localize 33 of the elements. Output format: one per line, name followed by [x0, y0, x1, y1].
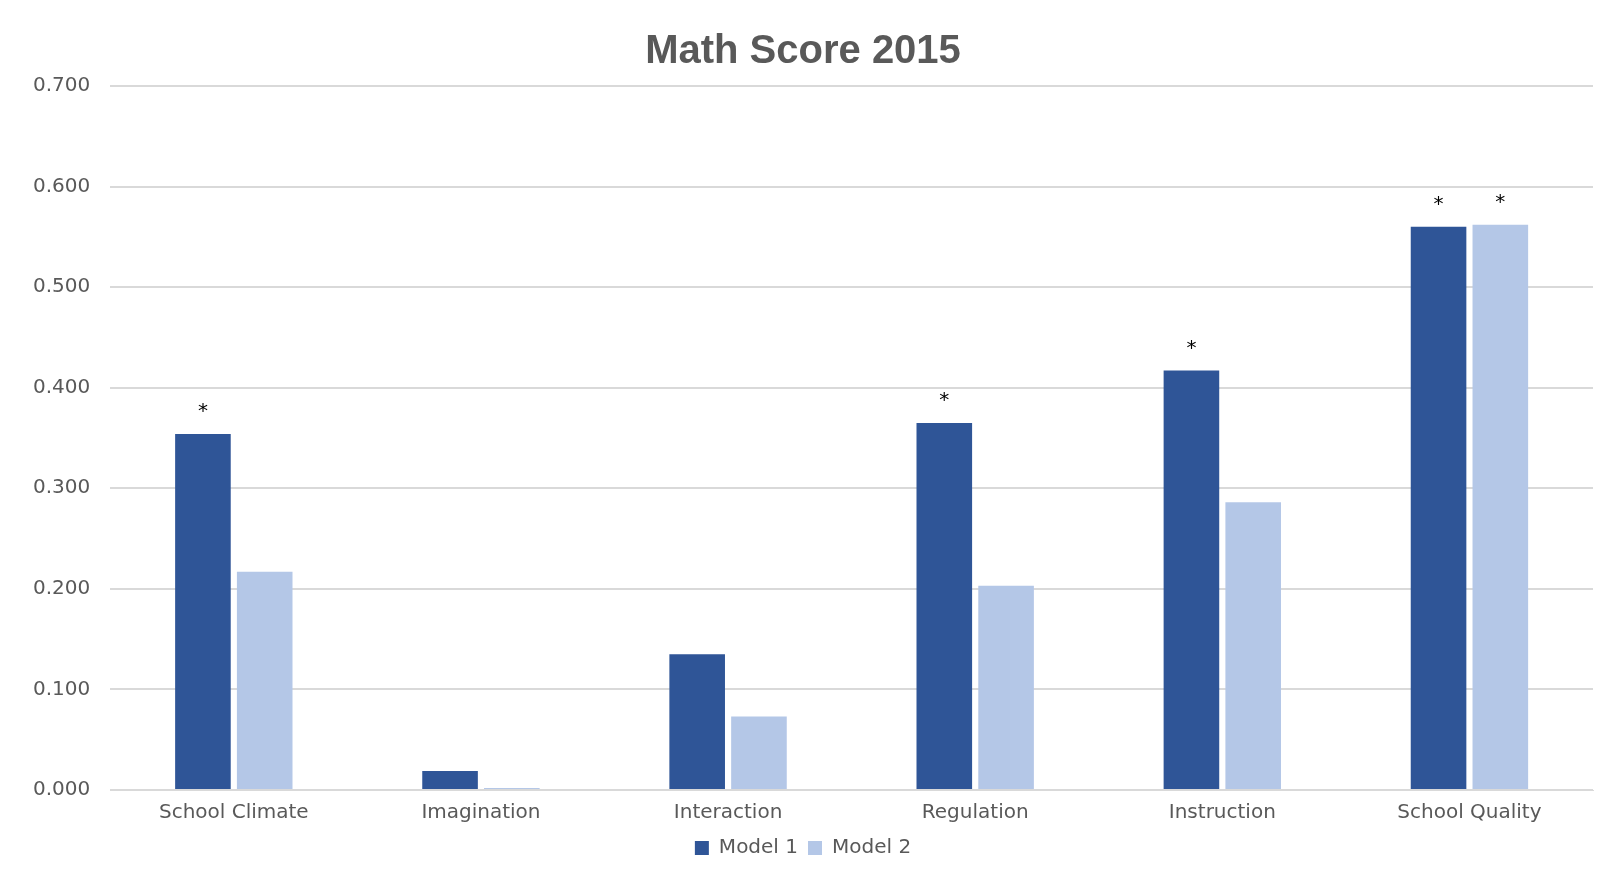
chart-title: Math Score 2015 [645, 27, 961, 72]
x-tick-label: Interaction [673, 799, 783, 824]
bar [175, 433, 231, 789]
bar [1410, 226, 1467, 789]
x-tick-label: School Climate [158, 799, 309, 824]
bar [1225, 502, 1282, 789]
y-tick-label: 0.100 [32, 675, 91, 700]
bar [731, 716, 787, 789]
bar [422, 770, 478, 789]
bar [1163, 370, 1220, 789]
bar [669, 654, 725, 789]
x-tick-label: Instruction [1168, 799, 1276, 824]
data-label: * [1433, 191, 1444, 215]
data-label: * [197, 398, 208, 423]
legend-label: Model 2 [832, 834, 912, 859]
data-label: * [939, 387, 950, 412]
x-tick-label: Regulation [921, 799, 1029, 824]
bar [1472, 224, 1529, 789]
y-tick-label: 0.300 [32, 474, 91, 499]
y-tick-label: 0.600 [32, 172, 91, 197]
x-tick-label: Imagination [421, 799, 541, 824]
legend-label: Model 1 [718, 834, 799, 859]
data-label: * [1495, 188, 1506, 213]
y-tick-label: 0.700 [32, 72, 91, 97]
y-tick-label: 0.500 [32, 273, 91, 298]
bar [236, 571, 293, 789]
bar [978, 585, 1034, 789]
x-tick-label: School Quality [1397, 799, 1542, 824]
y-tick-label: 0.400 [32, 373, 91, 398]
data-label: * [1186, 334, 1197, 359]
bar [916, 422, 973, 789]
y-tick-label: 0.000 [32, 776, 91, 801]
y-tick-label: 0.200 [32, 575, 91, 600]
